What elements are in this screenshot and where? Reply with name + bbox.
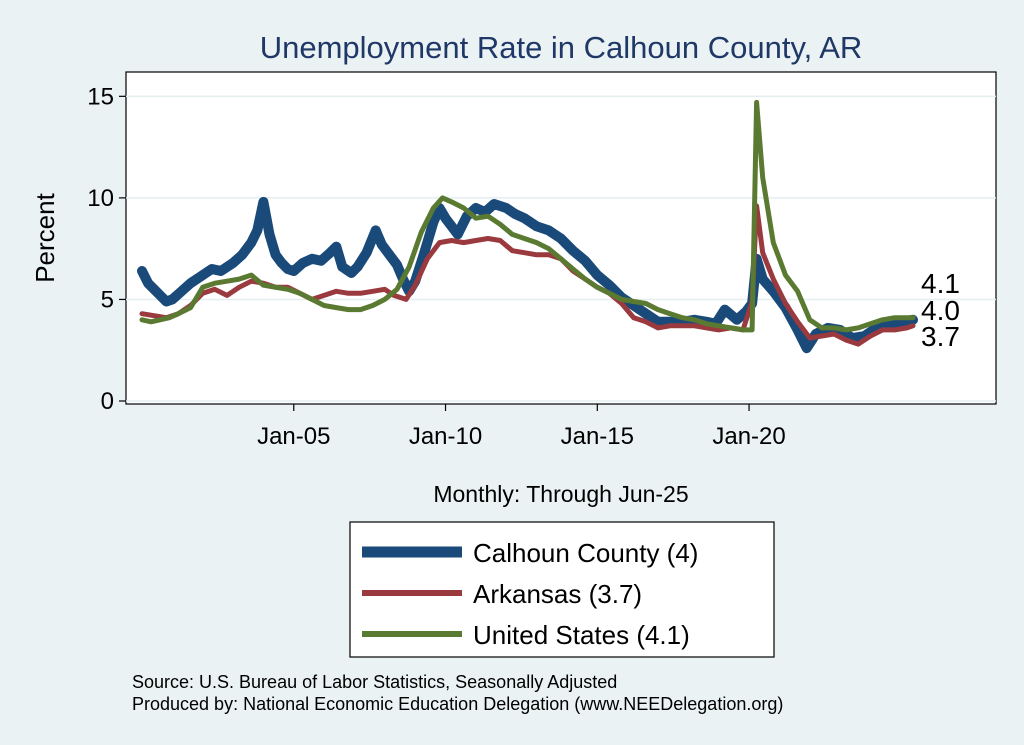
end-label-us: 4.1 (921, 268, 960, 299)
legend-label-arkansas: Arkansas (3.7) (473, 579, 642, 609)
legend-label-us: United States (4.1) (473, 620, 690, 650)
x-tick-label: Jan-10 (409, 423, 482, 450)
y-tick-label: 10 (87, 185, 114, 212)
produced-by-line: Produced by: National Economic Education… (132, 694, 783, 714)
x-axis-note: Monthly: Through Jun-25 (433, 481, 688, 507)
y-tick-label: 5 (101, 286, 114, 313)
legend-label-calhoun: Calhoun County (4) (473, 538, 698, 568)
y-tick-label: 0 (101, 388, 114, 415)
x-tick-label: Jan-15 (561, 423, 634, 450)
x-tick-label: Jan-20 (712, 423, 785, 450)
x-tick-label: Jan-05 (257, 423, 330, 450)
series-line-us (139, 99, 916, 333)
y-axis-title: Percent (30, 192, 60, 282)
x-axis-ticks: Jan-05 Jan-10 Jan-15 Jan-20 (257, 404, 786, 450)
chart-title: Unemployment Rate in Calhoun County, AR (260, 30, 863, 65)
y-axis-ticks: 0 5 10 15 (87, 83, 126, 415)
gridlines (126, 95, 996, 402)
source-line: Source: U.S. Bureau of Labor Statistics,… (132, 672, 617, 692)
end-label-calhoun: 4.0 (921, 295, 960, 326)
series-lines (137, 99, 918, 354)
y-tick-label: 15 (87, 83, 114, 110)
end-label-arkansas: 3.7 (921, 321, 960, 352)
